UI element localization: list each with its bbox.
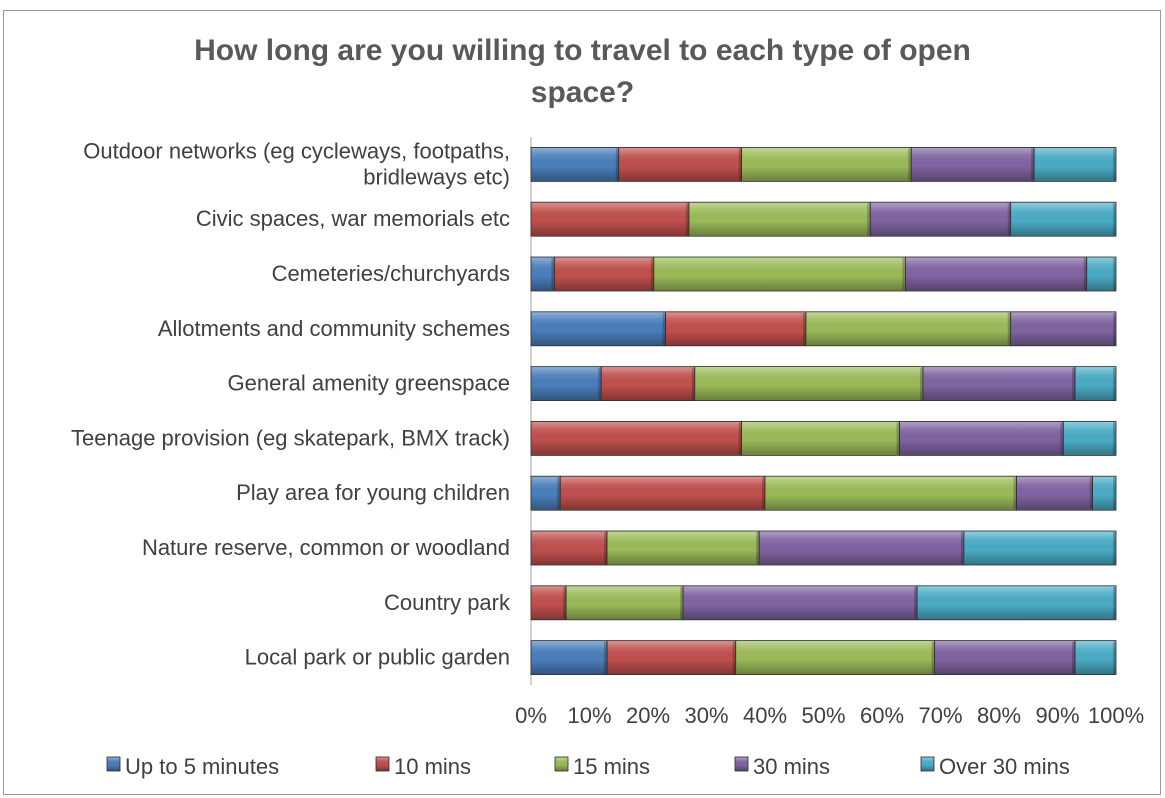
bar-segment — [606, 530, 760, 566]
legend-label: Up to 5 minutes — [125, 754, 279, 779]
bar-segment — [682, 585, 918, 621]
x-tick-label: 60% — [860, 703, 904, 728]
category-label: Cemeteries/churchyards — [272, 261, 510, 286]
bar-segment — [530, 311, 666, 347]
bar-segment — [554, 256, 655, 292]
bar-segment — [600, 366, 696, 402]
bar-segment — [565, 585, 684, 621]
legend-item: Up to 5 minutes — [106, 754, 279, 779]
legend-item: 15 mins — [554, 754, 650, 779]
legend-item: 10 mins — [375, 754, 471, 779]
bar-segment — [688, 201, 871, 237]
bar-segment — [905, 256, 1088, 292]
category-label: Outdoor networks (eg cycleways, footpath… — [83, 138, 510, 163]
bar-segment — [910, 146, 1035, 182]
bar-segment — [758, 530, 965, 566]
category-label: Civic spaces, war memorials etc — [196, 206, 510, 231]
x-tick-label: 30% — [684, 703, 728, 728]
category-label: Play area for young children — [236, 480, 510, 505]
bar-segment — [869, 201, 1012, 237]
bar-segment — [653, 256, 906, 292]
bar-segment — [530, 585, 567, 621]
bar-segment — [899, 420, 1064, 456]
bar-segment — [1016, 475, 1093, 511]
x-tick-label: 10% — [567, 703, 611, 728]
bar-segment — [530, 475, 561, 511]
bar-segment — [1062, 420, 1117, 456]
bar-segment — [606, 640, 737, 675]
legend-item: 30 mins — [734, 754, 830, 779]
bar-segment — [1010, 201, 1117, 237]
category-label: General amenity greenspace — [228, 371, 511, 396]
bar-segment — [694, 366, 924, 402]
x-tick-label: 0% — [515, 703, 547, 728]
bar-segment — [530, 146, 620, 182]
legend-item: Over 30 mins — [920, 754, 1070, 779]
bar-segment — [1074, 366, 1117, 402]
category-label: Local park or public garden — [245, 645, 510, 670]
bar-segment — [530, 640, 608, 675]
bar-segment — [805, 311, 1012, 347]
x-tick-label: 70% — [918, 703, 962, 728]
bar-segment — [665, 311, 807, 347]
x-tick-label: 100% — [1088, 703, 1144, 728]
bar-segment — [741, 420, 900, 456]
bar-segment — [963, 530, 1117, 566]
bar-segment — [764, 475, 1017, 511]
category-label: Teenage provision (eg skatepark, BMX tra… — [71, 425, 510, 450]
bar-segment — [530, 530, 608, 566]
bar-segment — [618, 146, 742, 182]
bar-segment — [1033, 146, 1117, 182]
bar-segment — [741, 146, 912, 182]
legend-label: 15 mins — [573, 754, 650, 779]
legend-label: Over 30 mins — [939, 754, 1070, 779]
x-tick-label: 50% — [801, 703, 845, 728]
bar-segment — [1092, 475, 1117, 511]
bar-segment — [530, 420, 743, 456]
legend-label: 30 mins — [753, 754, 830, 779]
category-label: Allotments and community schemes — [158, 316, 510, 341]
bar-segment — [530, 366, 602, 402]
legend-label: 10 mins — [394, 754, 471, 779]
bar-segment — [916, 585, 1117, 621]
bar-segment — [1074, 640, 1117, 675]
chart-title: How long are you willing to travel to ea… — [0, 30, 1165, 114]
chart-title-line-2: space? — [530, 76, 635, 109]
bar-segment — [559, 475, 766, 511]
bar-segment — [530, 201, 690, 237]
bar-segment — [922, 366, 1076, 402]
bar-segment — [934, 640, 1076, 675]
plot-area: Outdoor networks (eg cycleways, footpath… — [71, 137, 1144, 728]
x-tick-label: 20% — [626, 703, 670, 728]
x-tick-label: 40% — [743, 703, 787, 728]
category-label: Nature reserve, common or woodland — [142, 535, 510, 560]
x-tick-label: 90% — [1035, 703, 1079, 728]
category-label: bridleways etc) — [363, 164, 510, 189]
bar-segment — [1086, 256, 1117, 292]
legend: Up to 5 minutes 10 mins 15 mins 30 mins Over… — [106, 754, 1070, 779]
category-label: Country park — [384, 590, 511, 615]
bar-segment — [530, 256, 555, 292]
chart-title-line-1: How long are you willing to travel to ea… — [194, 34, 971, 67]
bar-segment — [735, 640, 936, 675]
x-tick-label: 80% — [977, 703, 1021, 728]
bar-segment — [1010, 311, 1117, 347]
